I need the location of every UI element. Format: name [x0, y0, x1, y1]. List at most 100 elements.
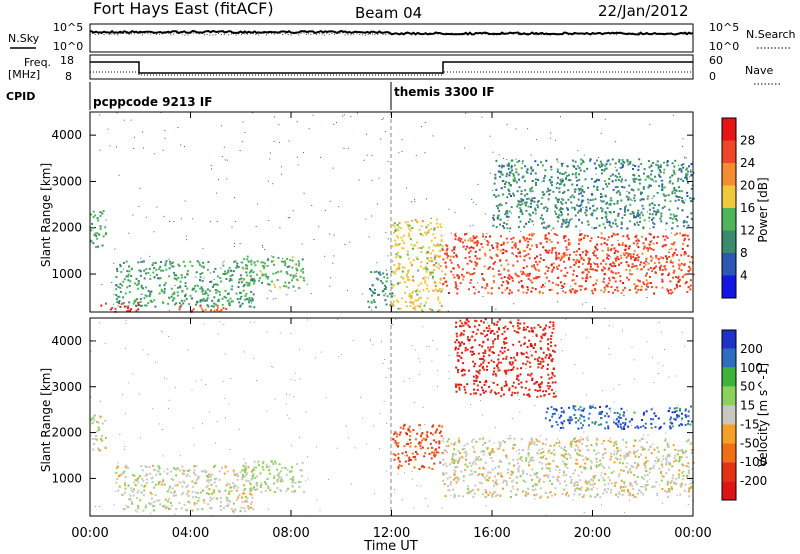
scatter-cell: [627, 198, 630, 201]
scatter-cell: [645, 279, 648, 282]
scatter-cell: [641, 476, 644, 479]
colorbar-swatch: [722, 140, 736, 163]
noise-cell: [404, 455, 406, 456]
scatter-cell: [648, 204, 651, 207]
scatter-cell: [425, 226, 428, 229]
scatter-cell: [517, 379, 520, 382]
scatter-cell: [529, 218, 532, 221]
scatter-cell: [134, 299, 137, 302]
scatter-cell: [471, 462, 474, 465]
scatter-cell: [588, 480, 591, 483]
scatter-cell: [523, 225, 526, 228]
freq-series: [90, 61, 693, 74]
noise-cell: [573, 188, 575, 190]
noise-cell: [378, 177, 380, 179]
noise-cell: [527, 128, 529, 130]
scatter-cell: [671, 255, 674, 258]
noise-cell: [464, 147, 466, 149]
scatter-cell: [563, 448, 565, 451]
scatter-cell: [639, 191, 642, 194]
scatter-cell: [689, 269, 692, 272]
scatter-cell: [607, 439, 610, 442]
scatter-cell: [129, 494, 132, 497]
scatter-cell: [680, 254, 683, 257]
scatter-cell: [552, 266, 555, 269]
scatter-cell: [687, 286, 690, 288]
scatter-cell: [666, 236, 669, 239]
scatter-cell: [575, 250, 578, 253]
scatter-cell: [229, 297, 232, 300]
scatter-cell: [652, 162, 655, 164]
noise-cell: [262, 245, 263, 247]
scatter-cell: [493, 182, 496, 185]
scatter-cell: [682, 451, 684, 454]
scatter-cell: [654, 426, 657, 428]
scatter-cell: [434, 454, 437, 457]
scatter-cell: [231, 300, 234, 303]
scatter-cell: [194, 285, 197, 288]
colorbar-swatch: [722, 208, 736, 231]
scatter-cell: [249, 305, 252, 308]
scatter-cell: [539, 478, 542, 481]
scatter-cell: [550, 165, 553, 168]
scatter-cell: [672, 271, 675, 274]
scatter-cell: [512, 180, 515, 182]
scatter-cell: [116, 267, 118, 270]
scatter-cell: [408, 429, 411, 432]
scatter-cell: [544, 174, 546, 177]
scatter-cell: [469, 281, 472, 284]
scatter-cell: [210, 478, 213, 481]
scatter-cell: [137, 301, 140, 304]
scatter-cell: [671, 162, 674, 165]
scatter-cell: [540, 335, 543, 338]
scatter-cell: [241, 475, 244, 478]
scatter-cell: [540, 214, 543, 217]
noise-cell: [549, 137, 551, 139]
scatter-cell: [566, 207, 569, 210]
noise-cell: [273, 141, 275, 142]
noise-cell: [563, 162, 565, 164]
noise-cell: [475, 203, 477, 205]
scatter-cell: [607, 258, 610, 260]
scatter-cell: [614, 218, 617, 221]
scatter-cell: [656, 446, 659, 449]
scatter-cell: [292, 274, 295, 277]
scatter-cell: [394, 441, 397, 444]
scatter-cell: [514, 359, 517, 362]
scatter-cell: [494, 481, 497, 484]
scatter-cell: [163, 284, 166, 287]
noise-cell: [223, 260, 225, 262]
scatter-cell: [604, 216, 607, 219]
scatter-cell: [228, 292, 231, 295]
scatter-cell: [177, 286, 180, 289]
scatter-cell: [498, 204, 501, 207]
scatter-cell: [270, 460, 273, 463]
scatter-cell: [150, 502, 153, 505]
scatter-cell: [105, 302, 107, 305]
scatter-cell: [296, 269, 299, 272]
scatter-cell: [552, 395, 555, 398]
scatter-cell: [511, 279, 514, 282]
scatter-cell: [675, 276, 678, 278]
scatter-cell: [152, 509, 155, 512]
noise-cell: [234, 220, 236, 222]
scatter-cell: [479, 481, 481, 484]
scatter-cell: [585, 253, 588, 256]
scatter-cell: [547, 266, 550, 269]
scatter-cell: [685, 440, 688, 443]
scatter-cell: [518, 327, 521, 330]
scatter-cell: [94, 438, 97, 440]
scatter-cell: [661, 189, 664, 192]
scatter-cell: [281, 480, 284, 483]
scatter-cell: [285, 489, 288, 492]
scatter-cell: [416, 293, 419, 296]
scatter-cell: [454, 495, 457, 498]
scatter-cell: [689, 279, 692, 282]
scatter-cell: [439, 243, 442, 246]
scatter-cell: [642, 227, 645, 230]
scatter-cell: [445, 445, 448, 448]
scatter-cell: [483, 467, 486, 470]
scatter-cell: [158, 481, 160, 484]
noise-cell: [385, 232, 387, 234]
scatter-cell: [155, 273, 158, 276]
